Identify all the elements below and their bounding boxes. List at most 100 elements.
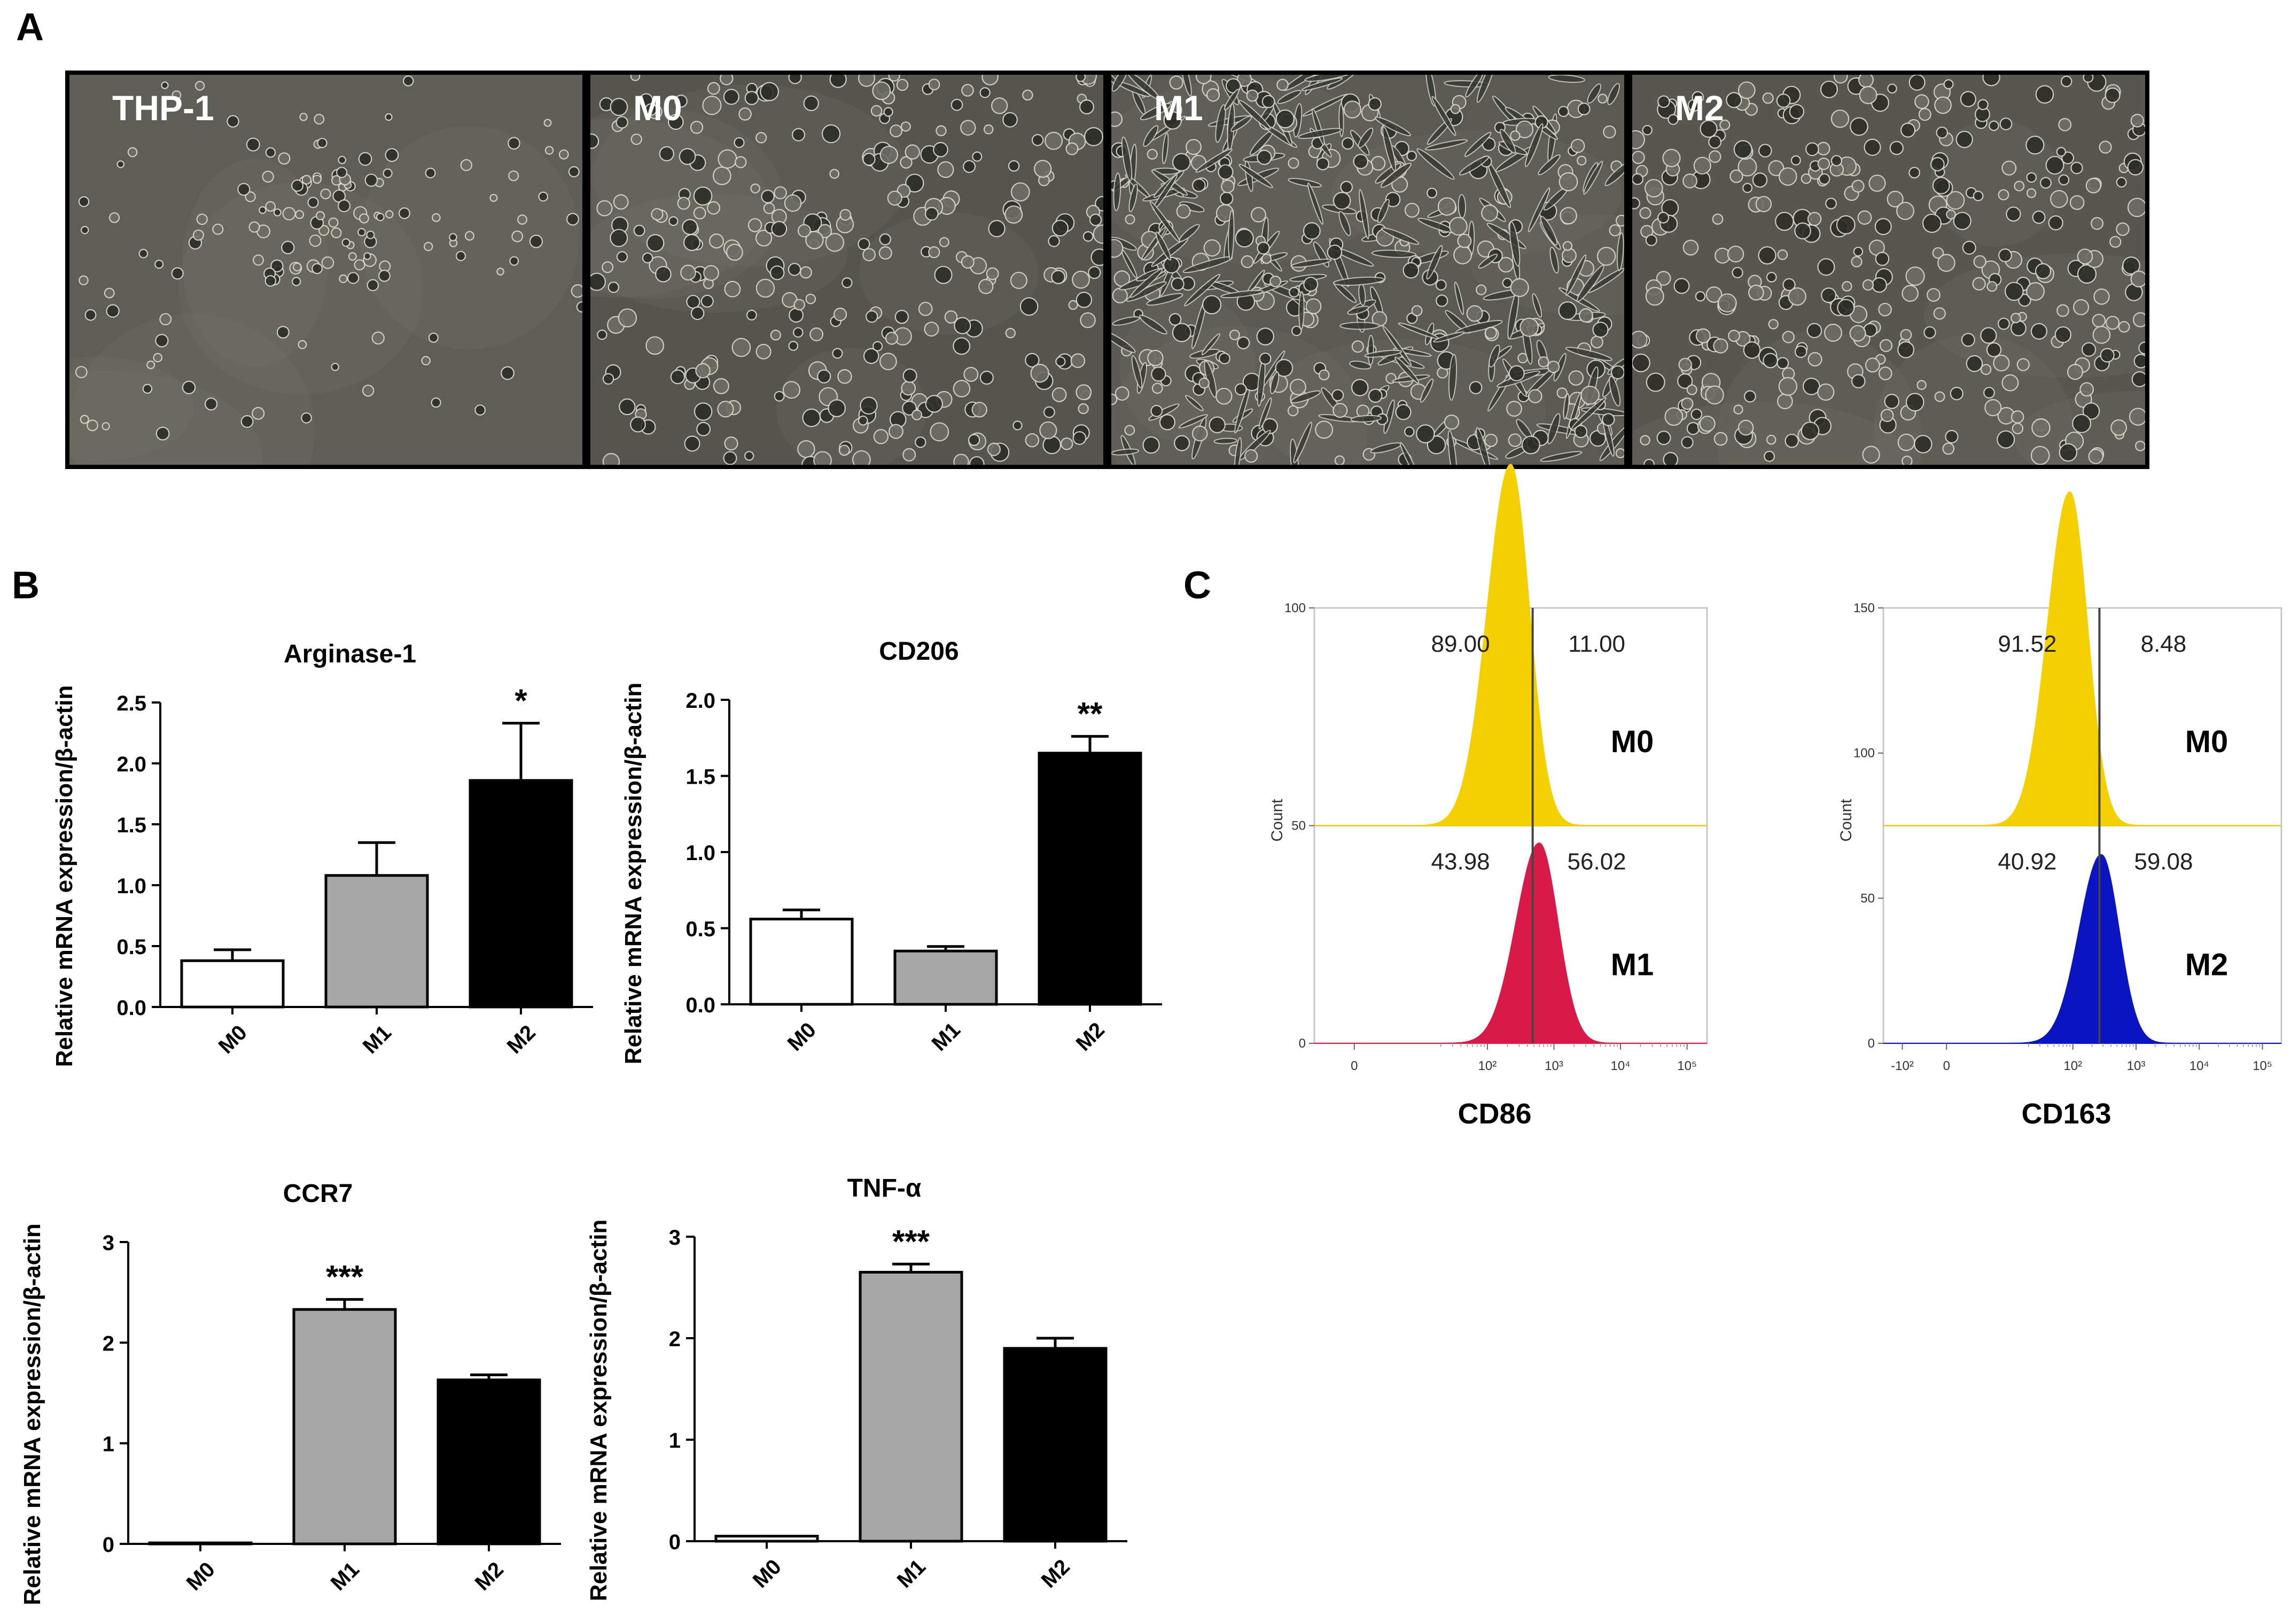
cell	[2131, 271, 2147, 287]
significance-marker: ***	[892, 1223, 930, 1259]
cell	[1352, 379, 1368, 395]
cell	[2057, 147, 2066, 156]
percent-right-top: 11.00	[1568, 631, 1625, 657]
y-tick-label: 2.0	[685, 689, 715, 713]
cell	[919, 302, 932, 316]
micrograph-4: M2	[1611, 69, 2263, 549]
cell	[936, 126, 946, 136]
y-axis-label: Count	[1837, 799, 1855, 842]
cell	[1643, 126, 1652, 135]
cell	[1974, 191, 1983, 201]
cell	[972, 402, 987, 417]
x-tick-label: -10²	[1891, 1059, 1914, 1073]
cell	[1510, 131, 1519, 140]
cell	[1044, 407, 1055, 418]
cell	[1598, 247, 1615, 265]
cell	[895, 310, 908, 323]
cell	[1718, 294, 1736, 312]
cell	[1507, 401, 1522, 416]
cell	[1116, 387, 1129, 400]
cell	[1923, 214, 1941, 232]
cell	[1906, 394, 1924, 411]
population-label-bottom: M1	[1611, 948, 1654, 982]
cell	[1946, 210, 1955, 218]
cell	[802, 409, 820, 427]
cell	[2093, 314, 2105, 326]
cell	[2089, 449, 2103, 463]
cell	[926, 395, 942, 412]
cell	[348, 272, 359, 283]
y-axis-label: Relative mRNA expression/β-actin	[586, 1220, 612, 1602]
cell	[1885, 394, 1899, 408]
percent-left-top: 91.52	[1998, 631, 2056, 657]
cell	[1705, 386, 1723, 404]
cell	[1743, 183, 1752, 192]
cell	[1902, 456, 1912, 466]
cell	[1860, 87, 1877, 104]
cell	[2072, 415, 2091, 433]
cell	[1694, 158, 1711, 174]
cell	[2012, 411, 2023, 423]
x-tick-label: 10⁴	[2189, 1059, 2209, 1073]
cell	[1938, 254, 1954, 271]
cell	[559, 150, 568, 159]
cell	[1859, 73, 1873, 87]
cell	[1578, 103, 1590, 115]
cell	[546, 146, 553, 154]
cell	[992, 98, 1007, 113]
cell	[2017, 359, 2029, 371]
cell	[1242, 256, 1253, 268]
cell	[509, 171, 518, 181]
cell	[747, 310, 757, 320]
cell	[1416, 425, 1434, 442]
x-axis-label: CD86	[1458, 1098, 1531, 1130]
cell	[422, 356, 430, 364]
cell	[1802, 174, 1811, 183]
cell	[1315, 421, 1332, 438]
cell	[1289, 158, 1299, 168]
cell	[1436, 295, 1447, 306]
cell	[1818, 158, 1829, 169]
cell	[1783, 331, 1794, 342]
cell	[1865, 139, 1881, 155]
cell	[954, 318, 970, 334]
cell	[1292, 326, 1301, 335]
cell	[1914, 435, 1931, 452]
x-tick-label: 0	[1943, 1059, 1950, 1073]
cell	[512, 231, 523, 242]
cell	[952, 99, 963, 111]
cell	[774, 187, 786, 199]
cell	[1663, 150, 1680, 167]
cell	[2036, 85, 2053, 103]
cell	[1915, 95, 1929, 109]
cell	[2031, 324, 2047, 339]
y-tick-label: 1.5	[685, 766, 715, 789]
cell	[1160, 415, 1175, 430]
cell	[1759, 247, 1776, 264]
cell	[1151, 405, 1162, 417]
cell	[1170, 76, 1183, 89]
cell	[1778, 394, 1793, 409]
cell	[684, 235, 700, 251]
cell	[1485, 434, 1497, 447]
cell	[1818, 384, 1834, 400]
cell	[866, 311, 877, 322]
cell	[1174, 436, 1189, 451]
cell	[757, 279, 774, 297]
cell	[197, 214, 207, 224]
cell	[933, 143, 947, 157]
cell	[1854, 247, 1863, 256]
bar-M2	[438, 1380, 540, 1544]
cell	[1837, 300, 1854, 316]
cell	[1898, 342, 1914, 358]
cell	[329, 218, 338, 227]
cell	[2057, 305, 2069, 317]
cell	[2011, 314, 2020, 323]
cell	[902, 381, 916, 395]
cell	[988, 443, 1000, 456]
cell	[647, 235, 664, 251]
cell	[2061, 76, 2071, 87]
cell	[1658, 212, 1669, 223]
cell	[2005, 283, 2023, 300]
cell	[2011, 321, 2026, 336]
